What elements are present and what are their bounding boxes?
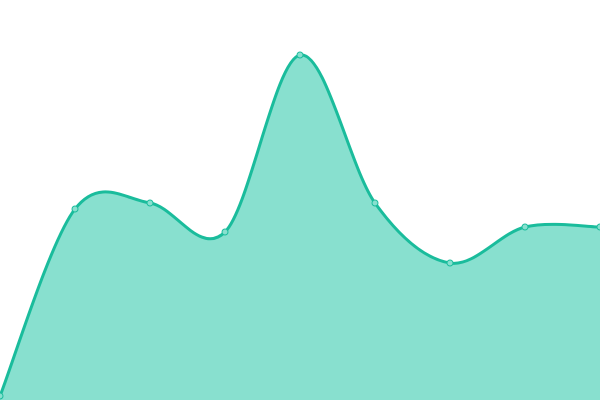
data-point-0	[0, 392, 4, 400]
data-point-6	[446, 259, 454, 267]
area-fill	[0, 54, 600, 400]
series-line	[0, 53, 600, 397]
data-point-8	[596, 223, 600, 231]
data-point-5	[371, 199, 379, 207]
data-point-7	[521, 223, 529, 231]
data-point-1	[71, 205, 79, 213]
data-point-4	[296, 51, 304, 59]
data-points	[0, 51, 600, 400]
data-point-2	[146, 199, 154, 207]
data-point-3	[221, 228, 229, 236]
